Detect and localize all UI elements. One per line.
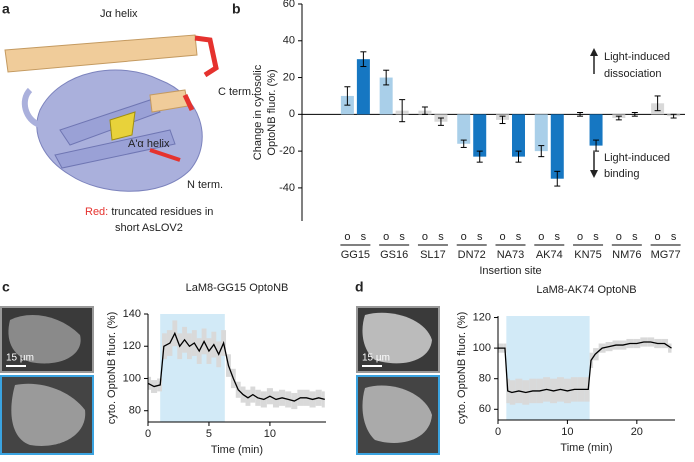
bar xyxy=(473,114,487,157)
structure-label: C term. xyxy=(218,86,254,98)
y-tick-label: 0 xyxy=(289,108,295,120)
series-label: o xyxy=(422,231,428,243)
series-label: s xyxy=(555,231,561,243)
chart-title: LaM8-GG15 OptoNB xyxy=(186,282,289,294)
series-label: s xyxy=(361,231,367,243)
series-label: o xyxy=(538,231,544,243)
y-tick-label: -20 xyxy=(279,145,295,157)
annotation: Light-induced xyxy=(604,51,670,63)
y-tick-label: 60 xyxy=(283,0,295,10)
y-tick-label: 20 xyxy=(283,71,295,83)
annotation: dissociation xyxy=(604,68,661,80)
light-window xyxy=(506,316,590,420)
bar xyxy=(457,114,471,144)
error-band xyxy=(668,343,672,353)
series-label: s xyxy=(516,231,522,243)
y-tick-label: 100 xyxy=(123,372,141,384)
x-tick-label: AK74 xyxy=(536,249,563,261)
chart-title: LaM8-AK74 OptoNB xyxy=(536,284,636,296)
y-tick-label: 80 xyxy=(129,405,141,417)
series-label: o xyxy=(655,231,661,243)
x-tick-label: KN75 xyxy=(574,249,602,261)
x-tick-label: 5 xyxy=(206,428,212,440)
series-label: o xyxy=(616,231,622,243)
structure-label: Jα helix xyxy=(100,8,138,20)
series-label: o xyxy=(383,231,389,243)
line xyxy=(498,341,672,394)
bar xyxy=(589,114,603,146)
bar xyxy=(379,77,393,115)
series-label: s xyxy=(671,231,677,243)
x-tick-label: SL17 xyxy=(420,249,446,261)
series-label: o xyxy=(461,231,467,243)
series-label: o xyxy=(344,231,350,243)
series-label: o xyxy=(577,231,583,243)
series-label: s xyxy=(632,231,638,243)
panel-label: c xyxy=(2,279,10,295)
y-tick-label: -40 xyxy=(279,182,295,194)
structure-label: N term. xyxy=(187,179,223,191)
x-tick-label: NM76 xyxy=(612,249,641,261)
x-tick-label: 20 xyxy=(631,426,643,438)
series-label: o xyxy=(499,231,505,243)
scale-bar-label: 15 µm xyxy=(6,353,34,364)
y-tick-label: 60 xyxy=(479,403,491,415)
caption-red: Red: xyxy=(85,206,108,218)
x-tick-label: 10 xyxy=(561,426,573,438)
arrow-head xyxy=(590,48,598,56)
bar xyxy=(534,114,548,152)
x-tick-label: DN72 xyxy=(458,249,486,261)
x-axis-label: Time (min) xyxy=(560,442,612,454)
y-tick-label: 140 xyxy=(123,308,141,320)
y-tick-label: 120 xyxy=(123,340,141,352)
bar xyxy=(512,114,525,157)
x-tick-label: NA73 xyxy=(497,249,525,261)
protein-structure xyxy=(4,34,219,192)
annotation: Light-induced xyxy=(604,152,670,164)
series-label: s xyxy=(593,231,599,243)
y-axis-label: Change in cytosolic xyxy=(252,64,264,160)
x-axis-label: Insertion site xyxy=(479,265,541,277)
caption: Red: truncated residues in xyxy=(85,206,213,218)
panel-label: b xyxy=(232,1,241,17)
x-tick-label: GG15 xyxy=(341,249,370,261)
bar xyxy=(356,59,370,115)
arrow-head xyxy=(590,170,598,178)
line xyxy=(147,331,325,402)
structure-label: A'α helix xyxy=(128,138,170,150)
x-tick-label: 10 xyxy=(264,428,276,440)
y-tick-label: 100 xyxy=(473,342,491,354)
y-axis-label: cyto. OptoNB fluor. (%) xyxy=(456,312,468,424)
y-tick-label: 40 xyxy=(283,35,295,47)
panel-label: d xyxy=(355,279,364,295)
caption-text: truncated residues in xyxy=(111,206,213,218)
bar xyxy=(550,114,564,179)
x-tick-label: MG77 xyxy=(651,249,681,261)
y-axis-label: cyto. OptoNB fluor. (%) xyxy=(106,312,118,424)
series-label: s xyxy=(399,231,405,243)
scale-bar-label: 15 µm xyxy=(362,353,390,364)
error-band xyxy=(148,376,152,390)
x-tick-label: 0 xyxy=(145,428,151,440)
x-tick-label: GS16 xyxy=(380,249,408,261)
caption-text: short AsLOV2 xyxy=(115,222,183,234)
panel-label: a xyxy=(2,1,10,17)
series-label: s xyxy=(438,231,444,243)
y-tick-label: 120 xyxy=(473,311,491,323)
micrographs xyxy=(0,306,440,455)
annotation: binding xyxy=(604,168,639,180)
x-axis-label: Time (min) xyxy=(211,444,263,456)
y-tick-label: 80 xyxy=(479,373,491,385)
y-axis-label: OptoNB fluor. (%) xyxy=(266,69,278,155)
series-label: s xyxy=(477,231,483,243)
x-tick-label: 0 xyxy=(495,426,501,438)
